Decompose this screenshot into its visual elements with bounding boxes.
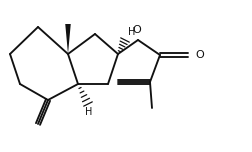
Text: H: H <box>128 27 135 37</box>
Text: O: O <box>195 50 204 60</box>
Polygon shape <box>65 24 71 54</box>
Text: H: H <box>85 107 93 117</box>
Text: O: O <box>133 25 141 35</box>
